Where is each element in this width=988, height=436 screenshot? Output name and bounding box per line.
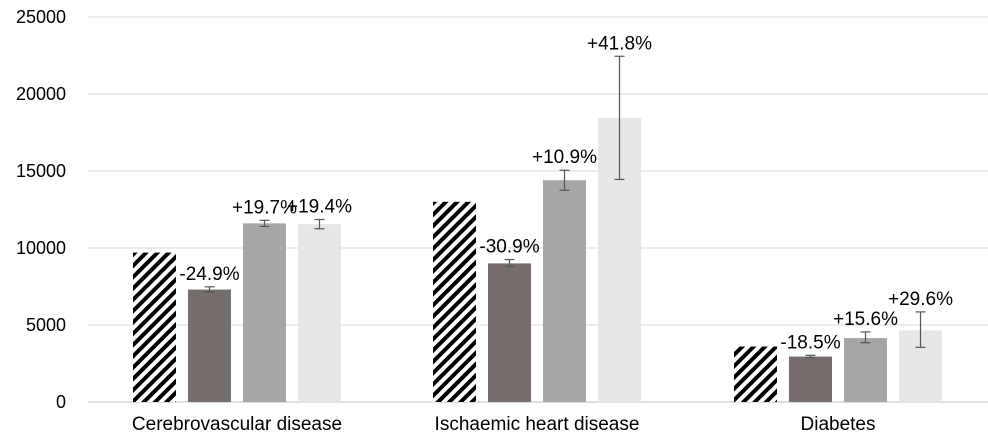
y-tick-label: 10000 <box>16 238 66 258</box>
data-label: -30.9% <box>479 237 539 258</box>
data-label: +29.6% <box>888 289 953 310</box>
data-labels: -24.9% -30.9% -18.5% +19.7% +10.9% +15.6% +19.… <box>179 33 953 353</box>
y-tick-label: 20000 <box>16 84 66 104</box>
data-label: +41.8% <box>587 33 652 54</box>
data-label: +19.4% <box>287 197 352 218</box>
data-label: +10.9% <box>532 147 597 168</box>
y-tick-label: 25000 <box>16 7 66 27</box>
data-label: -18.5% <box>780 332 840 353</box>
bar <box>844 338 887 402</box>
bar <box>133 252 176 402</box>
bar <box>789 356 832 402</box>
gridlines <box>88 16 988 403</box>
bar <box>243 223 286 402</box>
data-label: -24.9% <box>179 264 239 285</box>
bar <box>734 346 777 402</box>
y-axis: 0 5000 10000 15000 20000 25000 <box>16 7 66 412</box>
x-axis: Cerebrovascular disease Ischaemic heart d… <box>132 414 876 435</box>
bar <box>543 180 586 402</box>
y-tick-label: 0 <box>56 392 66 412</box>
x-tick-label: Cerebrovascular disease <box>132 414 342 435</box>
data-label: +15.6% <box>833 309 898 330</box>
y-tick-label: 15000 <box>16 161 66 181</box>
bar <box>433 201 476 402</box>
bar <box>188 289 231 402</box>
y-tick-label: 5000 <box>26 315 66 335</box>
x-tick-label: Diabetes <box>801 414 876 435</box>
bar <box>488 263 531 402</box>
bars <box>133 117 942 403</box>
error-bars <box>204 55 926 359</box>
x-tick-label: Ischaemic heart disease <box>435 414 640 435</box>
data-label: +19.7% <box>232 197 297 218</box>
bar <box>298 224 341 402</box>
